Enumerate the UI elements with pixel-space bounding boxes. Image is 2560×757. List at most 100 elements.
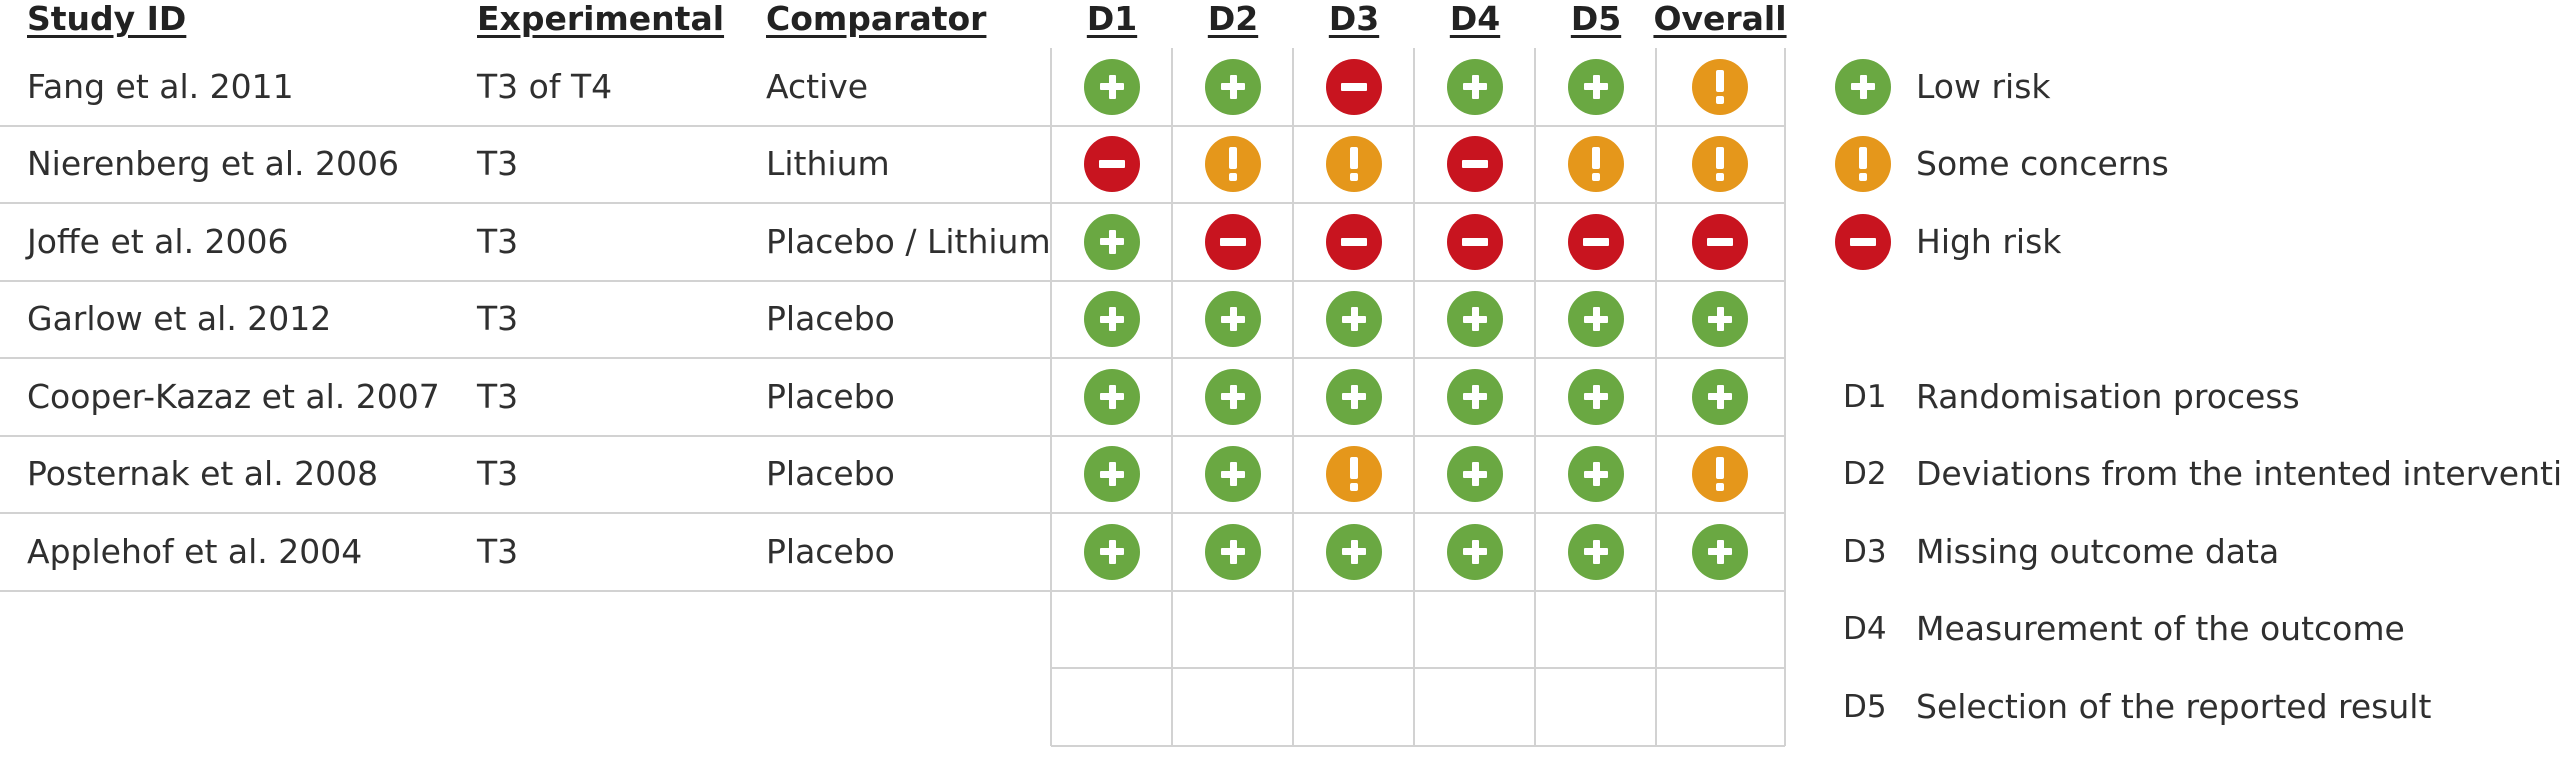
judgement-low-icon xyxy=(1447,291,1503,348)
minus-icon xyxy=(1850,237,1876,246)
plus-icon xyxy=(1108,74,1116,99)
judgement-some-icon xyxy=(1205,136,1261,193)
grid-row-separator xyxy=(0,124,1785,127)
grid-vertical-line xyxy=(1534,48,1536,746)
judgement-high-icon xyxy=(1568,213,1624,270)
judgement-low-icon xyxy=(1205,58,1261,115)
judgement-low-icon xyxy=(1084,523,1140,580)
judgement-low-icon xyxy=(1447,58,1503,115)
plus-icon xyxy=(1350,307,1358,332)
exclamation-icon xyxy=(1229,147,1237,170)
exclamation-icon xyxy=(1350,147,1358,170)
grid-row-separator xyxy=(0,202,1785,204)
judgement-low-icon xyxy=(1205,368,1261,425)
grid-vertical-line xyxy=(1784,48,1786,746)
comparator-cell: Placebo xyxy=(766,299,895,339)
plus-icon xyxy=(1592,307,1600,332)
overall-some-icon xyxy=(1692,446,1748,503)
exclamation-icon xyxy=(1350,173,1358,182)
legend-judgement-label: Low risk xyxy=(1916,66,2051,106)
exclamation-icon xyxy=(1716,173,1724,182)
judgement-low-icon xyxy=(1205,523,1261,580)
plus-icon xyxy=(1350,384,1358,409)
exclamation-icon xyxy=(1716,69,1724,92)
experimental-cell: T3 xyxy=(477,221,519,261)
legend-domain-code: D4 xyxy=(1843,611,1887,648)
exclamation-icon xyxy=(1592,147,1600,170)
study-id-cell: Fang et al. 2011 xyxy=(27,66,294,106)
plus-icon xyxy=(1108,462,1116,487)
grid-row-separator xyxy=(0,357,1785,359)
study-id-cell: Garlow et al. 2012 xyxy=(27,299,332,339)
grid-vertical-line xyxy=(1171,48,1173,746)
grid-vertical-line xyxy=(1050,48,1052,746)
judgement-high-icon xyxy=(1326,58,1382,115)
exclamation-icon xyxy=(1859,173,1867,182)
judgement-low-icon xyxy=(1084,446,1140,503)
minus-icon xyxy=(1099,160,1125,169)
judgement-low-icon xyxy=(1084,58,1140,115)
judgement-high-icon xyxy=(1447,136,1503,193)
overall-some-icon xyxy=(1692,136,1748,193)
minus-icon xyxy=(1341,82,1367,91)
plus-icon xyxy=(1229,307,1237,332)
plus-icon xyxy=(1229,539,1237,564)
plus-icon xyxy=(1471,74,1479,99)
study-id-cell: Applehof et al. 2004 xyxy=(27,531,363,571)
judgement-low-icon xyxy=(1568,523,1624,580)
legend-some-icon xyxy=(1835,136,1891,193)
study-id-cell: Cooper-Kazaz et al. 2007 xyxy=(27,376,440,416)
exclamation-icon xyxy=(1229,173,1237,182)
exclamation-icon xyxy=(1716,147,1724,170)
header-comparator: Comparator xyxy=(766,0,987,38)
plus-icon xyxy=(1108,384,1116,409)
judgement-low-icon xyxy=(1326,291,1382,348)
header-d3: D3 xyxy=(1328,0,1380,38)
judgement-some-icon xyxy=(1568,136,1624,193)
judgement-high-icon xyxy=(1326,213,1382,270)
judgement-high-icon xyxy=(1205,213,1261,270)
study-id-cell: Posternak et al. 2008 xyxy=(27,454,379,494)
grid-vertical-line xyxy=(1292,48,1294,746)
legend-high-icon xyxy=(1835,213,1891,270)
plus-icon xyxy=(1716,307,1724,332)
plus-icon xyxy=(1108,307,1116,332)
judgement-low-icon xyxy=(1447,446,1503,503)
exclamation-icon xyxy=(1716,483,1724,492)
plus-icon xyxy=(1592,462,1600,487)
plus-icon xyxy=(1229,384,1237,409)
judgement-some-icon xyxy=(1326,446,1382,503)
exclamation-icon xyxy=(1859,147,1867,170)
minus-icon xyxy=(1220,237,1246,246)
plus-icon xyxy=(1229,74,1237,99)
judgement-low-icon xyxy=(1084,368,1140,425)
plus-icon xyxy=(1471,307,1479,332)
minus-icon xyxy=(1341,237,1367,246)
experimental-cell: T3 xyxy=(477,299,519,339)
judgement-high-icon xyxy=(1084,136,1140,193)
minus-icon xyxy=(1707,237,1733,246)
legend-domain-label: Selection of the reported result xyxy=(1916,686,2432,726)
exclamation-icon xyxy=(1350,483,1358,492)
comparator-cell: Placebo xyxy=(766,531,895,571)
plus-icon xyxy=(1592,384,1600,409)
plus-icon xyxy=(1471,462,1479,487)
plus-icon xyxy=(1108,539,1116,564)
header-d4: D4 xyxy=(1449,0,1501,38)
plus-icon xyxy=(1859,74,1867,99)
plus-icon xyxy=(1108,229,1116,254)
plus-icon xyxy=(1350,539,1358,564)
exclamation-icon xyxy=(1592,173,1600,182)
legend-domain-label: Randomisation process xyxy=(1916,376,2300,416)
plus-icon xyxy=(1229,462,1237,487)
plus-icon xyxy=(1592,74,1600,99)
judgement-some-icon xyxy=(1326,136,1382,193)
overall-low-icon xyxy=(1692,523,1748,580)
grid-row-separator xyxy=(0,589,1785,592)
legend-domain-code: D5 xyxy=(1843,688,1887,725)
judgement-low-icon xyxy=(1326,523,1382,580)
experimental-cell: T3 xyxy=(477,144,519,184)
overall-high-icon xyxy=(1692,213,1748,270)
overall-low-icon xyxy=(1692,368,1748,425)
